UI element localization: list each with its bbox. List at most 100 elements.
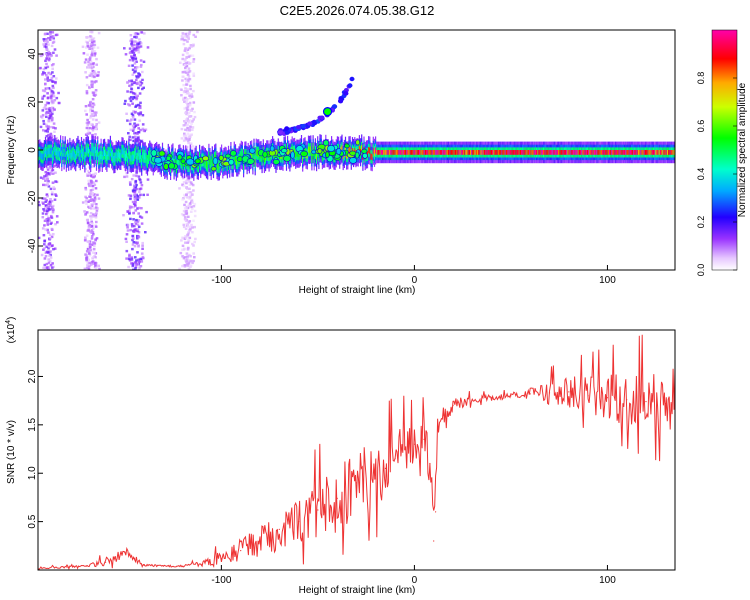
spectrogram-speckle-2-331 <box>130 81 134 84</box>
spectrogram-ridge-cell-433-3 <box>539 150 541 155</box>
spectrogram-speckle-3-176 <box>186 32 189 35</box>
spectrogram-speckle-0-191 <box>49 256 53 259</box>
spectrogram-speckle-2-44 <box>135 140 139 143</box>
spectrogram-ridge-cell-488-3 <box>603 150 605 155</box>
spectrogram-speckle-2-297 <box>138 190 141 193</box>
spectrogram-speckle-1-358 <box>91 98 95 101</box>
spectrogram-speckle-1-208 <box>90 231 93 234</box>
spectrogram-speckle-0-136 <box>41 109 45 112</box>
snr-data-point-6 <box>143 564 145 566</box>
spectrogram-speckle-2-336 <box>133 47 137 51</box>
spectrogram-ridge-cell-451-3 <box>560 150 562 155</box>
spectrogram-speckle-3-114 <box>188 30 192 34</box>
spectrogram-ridge-cell-53-3 <box>99 154 101 161</box>
spectrogram-ridge-cell-48-3 <box>93 150 95 157</box>
spectrogram-speckle-3-28 <box>180 137 184 140</box>
spectrogram-speckle-0-329 <box>50 99 54 102</box>
spectrogram-speckle-2-289 <box>139 42 143 45</box>
spectrogram-speckle-2-330 <box>130 83 134 86</box>
spectrogram-speckle-0-262 <box>38 203 41 207</box>
spectrogram-speckle-0-384 <box>51 211 55 214</box>
spectrogram-speckle-0-323 <box>47 250 51 253</box>
spectrogram-speckle-0-224 <box>42 43 45 46</box>
spectrogram-speckle-0-42 <box>52 101 55 104</box>
spectrogram-speckle-0-359 <box>51 134 54 138</box>
spectrogram-speckle-1-396 <box>86 45 90 48</box>
spectrogram-blob-83 <box>228 159 235 166</box>
spectrogram-speckle-2-161 <box>134 265 138 268</box>
spectrogram-speckle-3-403 <box>184 210 188 214</box>
spectrogram-speckle-3-375 <box>189 84 192 88</box>
spectrogram-speckle-0-80 <box>53 130 56 133</box>
spectrogram-ridge-cell-39-3 <box>83 149 85 156</box>
spectrogram-speckle-3-23 <box>193 202 197 206</box>
spectrogram-speckle-0-130 <box>43 267 47 270</box>
spectrogram-ridge-cell-87-3 <box>138 153 140 160</box>
spectrogram-ridge-cell-338-3 <box>429 150 431 155</box>
spectrogram-speckle-2-245 <box>124 237 128 241</box>
spectrogram-speckle-2-284 <box>130 262 133 265</box>
spectrogram-speckle-3-342 <box>183 49 187 52</box>
spectrogram-blob-107 <box>168 162 175 170</box>
spectrogram-speckle-3-38 <box>190 205 193 209</box>
spectrogram-speckle-2-242 <box>134 193 137 197</box>
spectrogram-speckle-1-244 <box>96 46 100 49</box>
spectrogram-speckle-3-170 <box>181 198 184 201</box>
spectrogram-speckle-3-368 <box>182 134 186 137</box>
spectrogram-speckle-0-308 <box>49 202 52 206</box>
spectrogram-ridge-cell-320-3 <box>408 150 410 155</box>
spectrogram-speckle-2-28 <box>139 128 142 132</box>
spectrogram-speckle-2-404 <box>140 31 144 34</box>
spectrogram-ridge-cell-199-3 <box>268 154 270 161</box>
spectrogram-speckle-1-77 <box>91 43 95 46</box>
spectrogram-speckle-2-309 <box>134 261 137 264</box>
spectrogram-blob-100 <box>290 151 295 159</box>
spectrogram-speckle-3-126 <box>187 231 190 234</box>
spectrogram-ridge-cell-391-3 <box>490 150 492 155</box>
spectrogram-x-label: Height of straight line (km) <box>299 285 416 296</box>
spectrogram-speckle-2-105 <box>126 226 129 229</box>
spectrogram-speckle-2-111 <box>139 187 143 190</box>
spectrogram-ridge-cell-372-3 <box>468 150 470 155</box>
spectrogram-ridge-cell-375-3 <box>472 150 474 155</box>
spectrogram-ridge-cell-537-3 <box>659 150 662 155</box>
spectrogram-ridge-cell-78-3 <box>128 149 130 156</box>
spectrogram-speckle-1-191 <box>90 73 94 76</box>
spectrogram-speckle-0-291 <box>46 181 49 185</box>
spectrogram-ridge-cell-465-3 <box>576 150 578 155</box>
spectrogram-ridge-cell-184-3 <box>251 151 253 158</box>
spectrogram-speckle-1-122 <box>87 205 90 209</box>
spectrogram-ridge-cell-402-3 <box>503 150 505 155</box>
spectrogram-speckle-2-292 <box>132 237 135 240</box>
spectrogram-speckle-2-35 <box>140 82 144 85</box>
spectrogram-speckle-3-173 <box>181 32 185 35</box>
spectrogram-ridge-cell-310-3 <box>397 150 399 155</box>
spectrogram-ridge-cell-436-3 <box>543 150 545 155</box>
spectrogram-speckle-2-286 <box>128 255 131 258</box>
spectrogram-speckle-2-159 <box>131 238 134 242</box>
spectrogram-speckle-3-320 <box>187 262 191 265</box>
spectrogram-speckle-2-184 <box>135 60 138 63</box>
spectrogram-speckle-2-301 <box>137 236 141 239</box>
spectrogram-ridge-cell-384-3 <box>482 150 484 155</box>
spectrogram-speckle-3-319 <box>186 223 190 227</box>
spectrogram-speckle-0-113 <box>51 116 54 120</box>
spectrogram-speckle-2-51 <box>142 86 145 89</box>
spectrogram-speckle-2-121 <box>140 207 143 210</box>
spectrogram-speckle-0-88 <box>46 77 49 80</box>
spectrogram-speckle-1-45 <box>95 220 98 224</box>
spectrogram-ridge-cell-493-3 <box>609 150 611 155</box>
spectrogram-speckle-2-396 <box>134 267 137 270</box>
spectrogram-ridge-cell-79-3 <box>129 154 131 162</box>
spectrogram-speckle-2-154 <box>144 128 148 131</box>
spectrogram-speckle-0-84 <box>44 129 47 133</box>
spectrogram-speckle-3-308 <box>184 66 187 70</box>
spectrogram-speckle-3-274 <box>186 113 190 116</box>
spectrogram-ridge-cell-157-3 <box>219 158 221 165</box>
spectrogram-speckle-0-219 <box>47 231 50 234</box>
spectrogram-speckle-3-390 <box>184 216 187 219</box>
spectrogram-ridge-cell-363-3 <box>458 150 460 155</box>
spectrogram-speckle-2-372 <box>137 112 140 115</box>
spectrogram-speckle-3-363 <box>190 109 193 112</box>
